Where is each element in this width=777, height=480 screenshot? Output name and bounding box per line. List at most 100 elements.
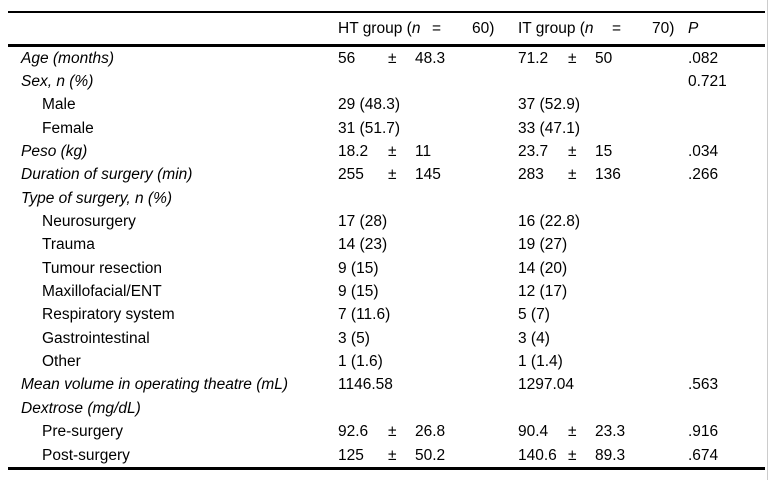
it-sd: 23.3: [595, 423, 626, 441]
it-n-value: 70): [652, 19, 675, 37]
ht-value: 9 (15): [338, 283, 379, 301]
equals-sign: =: [612, 19, 622, 37]
row-label: Respiratory system: [42, 306, 175, 324]
it-sd: 15: [595, 143, 613, 161]
it-value: 16 (22.8): [518, 213, 581, 231]
image-right-edge-line: [767, 0, 768, 480]
plus-minus-sign: ±: [388, 446, 397, 464]
comparison-table: HT group (n = 60) IT group (n = 70) P Age (m…: [8, 11, 765, 471]
p-value-cell: .563: [688, 376, 719, 394]
row-label: Type of surgery, n (%): [21, 189, 173, 207]
row-label: Other: [42, 353, 81, 371]
p-value-cell: .266: [688, 166, 719, 184]
it-value: 23.7: [518, 143, 549, 161]
it-cell: 90.4 ±23.3: [518, 423, 688, 441]
ht-value: 17 (28): [338, 213, 388, 231]
ht-cell: 29 (48.3): [338, 96, 518, 114]
ht-value: 14 (23): [338, 236, 388, 254]
plus-minus-sign: ±: [388, 423, 397, 441]
ht-value: 125: [338, 446, 364, 464]
row-label: Pre-surgery: [42, 423, 123, 441]
table-row: Female 31 (51.7) 33 (47.1): [8, 117, 765, 140]
it-cell: 16 (22.8): [518, 213, 688, 231]
table-row: Type of surgery, n (%): [8, 187, 765, 210]
ht-value: 18.2: [338, 143, 369, 161]
it-value: 3 (4): [518, 329, 550, 347]
row-label: Duration of surgery (min): [21, 166, 193, 184]
row-label: Sex, n (%): [21, 73, 94, 91]
p-value-cell: .082: [688, 49, 719, 67]
table-row: Pre-surgery 92.6 ±26.8 90.4 ±23.3 .916: [8, 421, 765, 444]
it-value: 1297.04: [518, 376, 575, 394]
ht-cell: 56 ±48.3: [338, 50, 518, 68]
table-header-row: HT group (n = 60) IT group (n = 70) P: [8, 13, 765, 47]
row-label: Maxillofacial/ENT: [42, 283, 162, 301]
it-value: 283: [518, 166, 544, 184]
table-row: Respiratory system 7 (11.6) 5 (7): [8, 304, 765, 327]
table-row: Post-surgery 125 ±50.2 140.6 ±89.3 .674: [8, 444, 765, 467]
plus-minus-sign: ±: [568, 166, 577, 184]
header-p-column: P: [688, 19, 699, 37]
table-row: Age (months) 56 ±48.3 71.2 ±50 .082: [8, 47, 765, 70]
table-row: Duration of surgery (min) 255 ±145 283 ±13…: [8, 164, 765, 187]
ht-value: 1146.58: [338, 376, 393, 394]
row-label: Neurosurgery: [42, 213, 136, 231]
it-cell: 23.7 ±15: [518, 143, 688, 161]
ht-group-label: HT group (n: [338, 20, 432, 38]
it-sd: 136: [595, 166, 621, 184]
ht-sd: 11: [415, 143, 432, 161]
ht-group-prefix: HT group (: [338, 19, 412, 37]
header-it-group: IT group (n = 70): [518, 20, 688, 38]
equals-sign: =: [432, 19, 442, 37]
n-symbol: n: [584, 19, 594, 37]
header-ht-group: HT group (n = 60): [338, 20, 518, 38]
ht-n-value: 60): [472, 19, 495, 37]
plus-minus-sign: ±: [568, 143, 577, 161]
it-value: 12 (17): [518, 283, 568, 301]
row-label: Tumour resection: [42, 259, 163, 277]
it-cell: 12 (17): [518, 283, 688, 301]
it-group-label: IT group (n: [518, 20, 612, 38]
it-sd: 89.3: [595, 446, 626, 464]
table-body: Age (months) 56 ±48.3 71.2 ±50 .082 Sex, n…: [8, 47, 765, 467]
ht-cell: 1146.58: [338, 376, 518, 394]
ht-cell: 7 (11.6): [338, 306, 518, 324]
plus-minus-sign: ±: [388, 49, 397, 67]
ht-sd: 50.2: [415, 446, 446, 464]
ht-cell: 9 (15): [338, 283, 518, 301]
ht-sd: 48.3: [415, 49, 446, 67]
it-value: 14 (20): [518, 259, 568, 277]
row-label: Gastrointestinal: [42, 329, 150, 347]
row-label: Dextrose (mg/dL): [21, 399, 141, 417]
row-label: Female: [42, 119, 94, 137]
ht-cell: 125 ±50.2: [338, 447, 518, 465]
table-row: Male 29 (48.3) 37 (52.9): [8, 94, 765, 117]
it-cell: 3 (4): [518, 330, 688, 348]
ht-value: 31 (51.7): [338, 119, 401, 137]
it-value: 5 (7): [518, 306, 550, 324]
it-value: 90.4: [518, 423, 549, 441]
ht-value: 7 (11.6): [338, 306, 391, 324]
table-row: Tumour resection 9 (15) 14 (20): [8, 257, 765, 280]
table-row: Sex, n (%) 0.721: [8, 70, 765, 93]
it-cell: 37 (52.9): [518, 96, 688, 114]
row-label: Post-surgery: [42, 446, 130, 464]
ht-value: 9 (15): [338, 259, 379, 277]
it-cell: 140.6 ±89.3: [518, 447, 688, 465]
table-row: Gastrointestinal 3 (5) 3 (4): [8, 327, 765, 350]
ht-cell: 9 (15): [338, 260, 518, 278]
ht-sd: 26.8: [415, 423, 446, 441]
row-label: Mean volume in operating theatre (mL): [21, 376, 289, 394]
ht-value: 255: [338, 166, 364, 184]
ht-value: 1 (1.6): [338, 353, 383, 371]
plus-minus-sign: ±: [388, 143, 397, 161]
row-label: Peso (kg): [21, 143, 88, 161]
ht-cell: 31 (51.7): [338, 120, 518, 138]
plus-minus-sign: ±: [568, 423, 577, 441]
plus-minus-sign: ±: [388, 166, 397, 184]
it-cell: [518, 73, 688, 91]
row-label: Age (months): [21, 49, 115, 67]
it-cell: 71.2 ±50: [518, 50, 688, 68]
ht-cell: 17 (28): [338, 213, 518, 231]
n-symbol: n: [411, 19, 421, 37]
